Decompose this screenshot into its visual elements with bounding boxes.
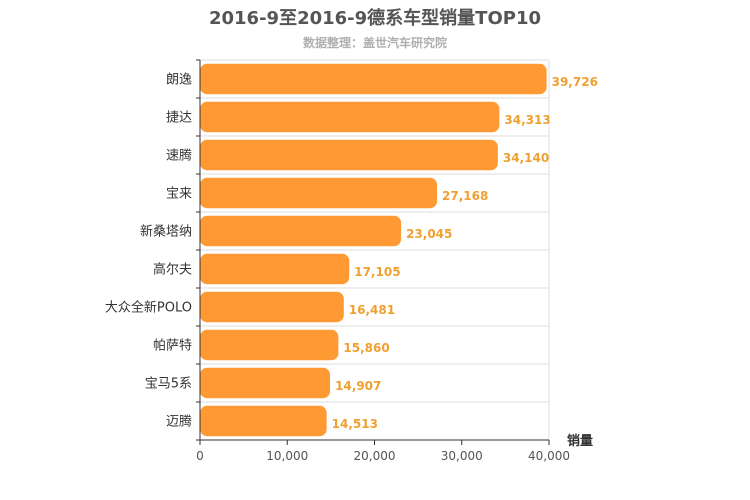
value-label: 16,481 [349,303,395,317]
value-label: 14,907 [335,379,381,393]
value-label: 27,168 [442,189,488,203]
bar[interactable] [200,63,547,95]
x-tick-label: 10,000 [266,449,308,463]
bar[interactable] [200,101,500,133]
category-label: 帕萨特 [153,339,192,354]
value-label: 17,105 [354,265,400,279]
value-label: 14,513 [332,417,378,431]
x-tick-label: 0 [196,449,204,463]
category-label: 捷达 [166,111,192,126]
chart-subtitle: 数据整理：盖世汽车研究院 [303,35,447,50]
bar[interactable] [200,367,331,399]
bar[interactable] [200,329,339,361]
bar[interactable] [200,215,402,247]
x-tick-label: 40,000 [528,449,570,463]
value-label: 39,726 [552,75,598,89]
category-label: 速腾 [166,148,192,164]
value-label: 23,045 [406,227,452,241]
chart-title: 2016-9至2016-9德系车型销量TOP10 [209,7,541,29]
category-label: 宝来 [166,187,192,202]
x-axis-name: 销量 [567,433,593,449]
x-tick-label: 20,000 [354,449,396,463]
value-label: 15,860 [343,341,389,355]
bar[interactable] [200,177,438,209]
category-label: 新桑塔纳 [140,224,192,240]
value-label: 34,313 [504,113,550,127]
category-label: 大众全新POLO [105,300,192,316]
value-label: 34,140 [503,151,549,165]
bar[interactable] [200,405,327,437]
bar[interactable] [200,291,344,323]
bar[interactable] [200,139,498,171]
category-label: 高尔夫 [153,262,192,278]
bars: 39,726 34,313 34,140 27,168 23,045 17,105 16,4… [200,63,598,437]
category-label: 宝马5系 [145,377,192,392]
category-label: 迈腾 [166,414,192,430]
bar[interactable] [200,253,350,285]
category-label: 朗逸 [166,73,192,88]
x-tick-label: 30,000 [441,449,483,463]
